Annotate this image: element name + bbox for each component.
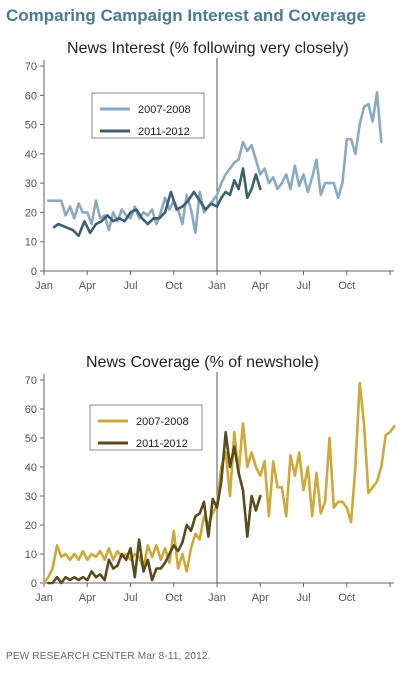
page-title: Comparing Campaign Interest and Coverage <box>6 6 366 25</box>
coverage-series-line-2007-2008 <box>42 381 396 585</box>
interest-x-tick-label: Jul <box>123 280 137 292</box>
interest-legend-label-2007-2008: 2007-2008 <box>138 104 191 116</box>
interest-y-tick-label: 20 <box>25 207 37 219</box>
interest-x-tick-label: Jan <box>208 280 226 292</box>
coverage-x-tick-label: Apr <box>79 592 96 604</box>
interest-x-tick-label: Oct <box>165 280 182 292</box>
interest-series-line-2007-2008 <box>47 91 383 235</box>
interest-y-tick-label: 30 <box>25 178 37 190</box>
interest-y-tick-label: 70 <box>25 61 37 73</box>
coverage-x-tick-label: Apr <box>252 592 269 604</box>
coverage-legend-label-2007-2008: 2007-2008 <box>136 416 189 428</box>
coverage-x-tick-label: Oct <box>165 592 182 604</box>
interest-y-tick-label: 60 <box>25 90 37 102</box>
coverage-x-tick-label: Oct <box>338 592 355 604</box>
news-interest-chart: 0 10 20 30 40 50 60 70 Jan Apr Jul Oct Jan Apr Jul Oct 2… <box>25 58 394 292</box>
coverage-legend: 2007-2008 2011-2012 <box>89 404 203 451</box>
coverage-y-tick-label: 70 <box>25 375 37 387</box>
interest-x-tick-label: Jul <box>296 280 310 292</box>
coverage-y-tick-label: 40 <box>25 462 37 474</box>
interest-legend-label-2011-2012: 2011-2012 <box>138 126 190 138</box>
coverage-y-tick-label: 10 <box>25 549 37 561</box>
coverage-y-tick-label: 50 <box>25 433 37 445</box>
coverage-y-tick-label: 60 <box>25 404 37 416</box>
coverage-x-tick-label: Jan <box>208 592 226 604</box>
coverage-y-tick-label: 20 <box>25 520 37 532</box>
coverage-series-line-2011-2012 <box>47 430 262 585</box>
interest-x-tick-label: Oct <box>338 280 355 292</box>
coverage-x-tick-label: Jul <box>123 592 137 604</box>
coverage-x-tick-label: Jan <box>35 592 53 604</box>
interest-x-tick-label: Apr <box>252 280 269 292</box>
coverage-chart-title: News Coverage (% of newshole) <box>86 354 319 371</box>
coverage-x-tick-label: Jul <box>296 592 310 604</box>
coverage-legend-label-2011-2012: 2011-2012 <box>136 438 188 450</box>
interest-series-line-2011-2012 <box>52 167 262 238</box>
coverage-y-tick-label: 0 <box>31 578 37 590</box>
interest-chart-title: News Interest (% following very closely) <box>67 40 349 57</box>
interest-legend: 2007-2008 2011-2012 <box>91 92 205 139</box>
interest-y-tick-label: 50 <box>25 120 37 132</box>
interest-y-tick-label: 10 <box>25 237 37 249</box>
coverage-y-tick-label: 30 <box>25 491 37 503</box>
interest-y-tick-label: 40 <box>25 149 37 161</box>
interest-x-tick-label: Apr <box>79 280 96 292</box>
interest-x-tick-label: Jan <box>35 280 53 292</box>
footer-source: PEW RESEARCH CENTER Mar 8-11, 2012. <box>6 651 211 662</box>
interest-y-tick-label: 0 <box>31 266 37 278</box>
